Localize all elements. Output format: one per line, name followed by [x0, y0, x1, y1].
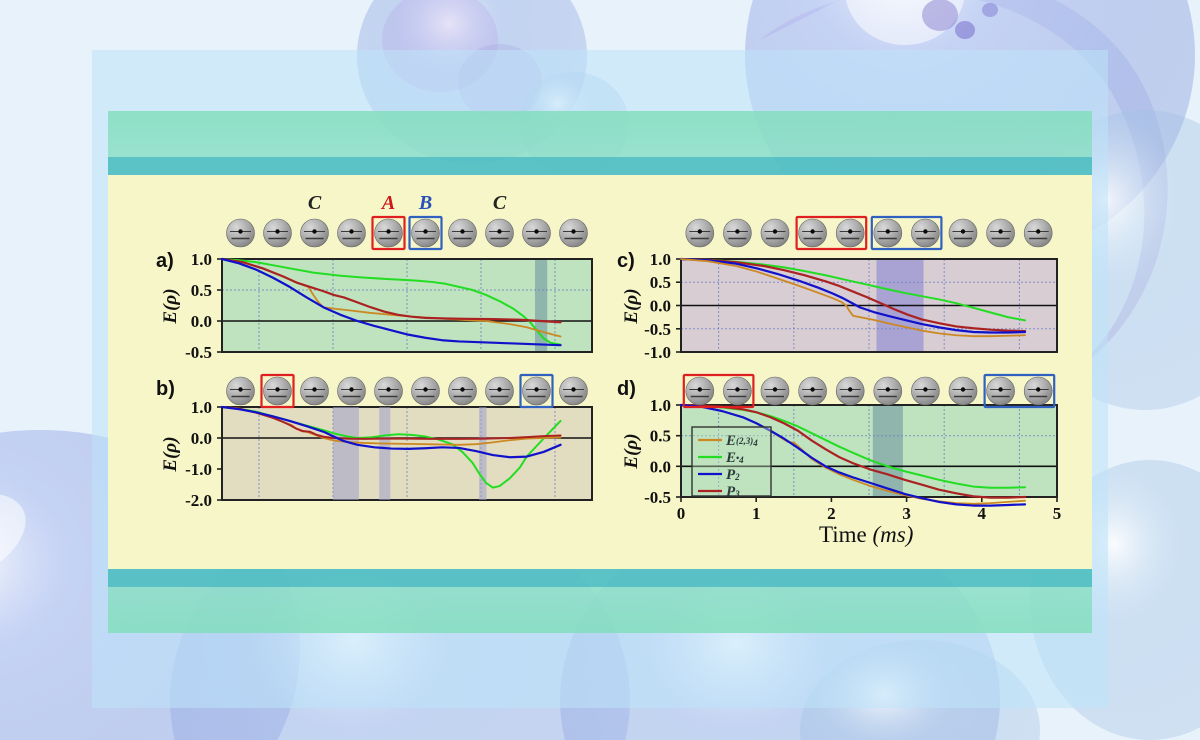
svg-text:0.0: 0.0: [650, 297, 671, 316]
svg-text:-1.0: -1.0: [185, 460, 212, 479]
svg-text:0: 0: [677, 504, 686, 523]
svg-text:0.5: 0.5: [650, 273, 671, 292]
svg-text:-0.5: -0.5: [644, 320, 671, 339]
svg-text:-2.0: -2.0: [185, 491, 212, 510]
svg-text:0.0: 0.0: [191, 312, 212, 331]
svg-text:1.0: 1.0: [650, 250, 671, 269]
svg-text:1.0: 1.0: [191, 250, 212, 269]
svg-text:-1.0: -1.0: [644, 343, 671, 362]
svg-text:C: C: [308, 192, 322, 214]
svg-text:2: 2: [827, 504, 836, 523]
svg-text:0.0: 0.0: [191, 429, 212, 448]
svg-text:1: 1: [752, 504, 761, 523]
svg-text:5: 5: [1053, 504, 1062, 523]
svg-text:4: 4: [978, 504, 987, 523]
svg-text:-0.5: -0.5: [644, 488, 671, 507]
svg-text:0.0: 0.0: [650, 457, 671, 476]
svg-text:3: 3: [902, 504, 911, 523]
svg-text:1.0: 1.0: [191, 398, 212, 417]
svg-text:A: A: [380, 192, 395, 214]
svg-text:C: C: [493, 192, 507, 214]
svg-text:-0.5: -0.5: [185, 343, 212, 362]
svg-text:B: B: [418, 192, 432, 214]
svg-text:0.5: 0.5: [650, 427, 671, 446]
svg-text:1.0: 1.0: [650, 396, 671, 415]
svg-text:0.5: 0.5: [191, 281, 212, 300]
